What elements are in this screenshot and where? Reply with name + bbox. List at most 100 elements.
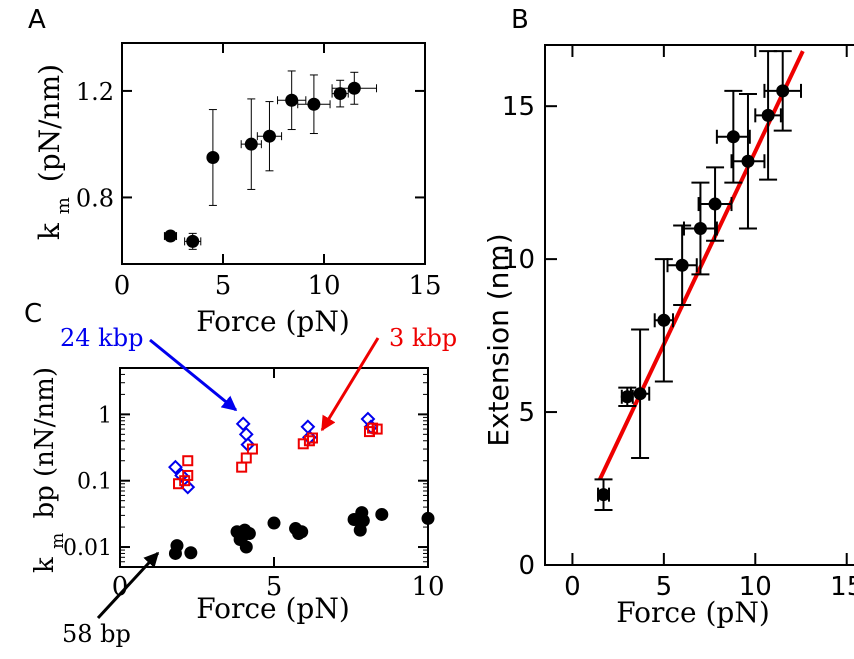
panel-a-point [186, 234, 200, 248]
panel-b-point [761, 108, 775, 122]
panel-c-point-3kbp [236, 461, 248, 473]
panel-c-ylabel: k m bp (nN/nm) [30, 367, 70, 573]
panel-b-point [597, 488, 611, 502]
panel-b-point [657, 313, 671, 327]
panel-b-xtick-label: 10 [739, 572, 772, 602]
svg-text:k m bp (nN/nm): k m bp (nN/nm) [30, 367, 70, 573]
panel-a-point [347, 81, 361, 95]
panel-c-ylabel-rest: bp (nN/nm) [30, 367, 60, 519]
panel-a-point [307, 97, 321, 111]
panel-a-points [163, 70, 378, 250]
panel-c-xlabel: Force (pN) [196, 592, 350, 625]
panel-a: 0 5 10 15 0.8 1.2 Force (pN) k m (pN/nm) [33, 42, 442, 338]
panel-c-point-24kbp [168, 459, 183, 475]
panel-c-xtick-label: 5 [266, 572, 283, 602]
panel-a-frame [121, 42, 426, 265]
panel-a-point [244, 137, 258, 151]
panel-b-point [776, 84, 790, 98]
panel-b: 0 5 10 15 0 5 10 15 Force (pN) Extension (nm) [482, 44, 854, 629]
panel-c-xtick-label: 0 [112, 572, 129, 602]
panel-c-point-24kbp [235, 416, 251, 432]
panel-b-xtick-label: 5 [656, 572, 673, 602]
panel-c-ytick-label: 0.01 [63, 536, 112, 561]
panel-c-point-58bp [421, 511, 435, 525]
panel-c-point-3kbp [240, 452, 252, 464]
panel-c-point-58bp [184, 546, 198, 560]
panel-c-ylabel-sub: m [48, 533, 68, 549]
panel-c-point-3kbp [182, 469, 194, 481]
panel-c-point-24kbp [300, 419, 316, 435]
panel-c-point-3kbp [363, 426, 375, 438]
panel-a-xtick-label: 10 [307, 271, 340, 301]
panel-c-point-3kbp [303, 435, 315, 447]
panel-b-point [726, 130, 740, 144]
panel-a-ylabel-rest: (pN/nm) [33, 64, 66, 182]
panel-c-point-3kbp [173, 478, 185, 490]
annotation-3kbp: 3 kbp [389, 324, 457, 352]
panel-c-point-24kbp [238, 426, 254, 442]
panel-c-point-24kbp [174, 468, 190, 483]
panel-c-point-3kbp [297, 438, 309, 450]
panel-c-ylabel-k: k [30, 557, 60, 573]
panel-c-point-58bp [267, 516, 281, 530]
panel-b-point [708, 197, 722, 211]
panel-b-ytick-label: 5 [518, 398, 535, 428]
panel-c-ticks: 0 5 10 0.01 0.1 1 [63, 367, 445, 602]
panel-b-xlabel: Force (pN) [616, 596, 770, 629]
panel-a-ticks: 0 5 10 15 0.8 1.2 [76, 43, 442, 301]
panel-a-point [285, 93, 299, 107]
panel-b-ytick-label: 10 [502, 245, 535, 275]
panel-label-a: A [28, 5, 46, 35]
panel-a-point [163, 229, 177, 243]
arrow-58bp [96, 551, 160, 620]
panel-a-xlabel: Force (pN) [196, 305, 350, 338]
panel-a-xtick-label: 15 [408, 271, 441, 301]
panel-b-ytick-label: 15 [502, 92, 535, 122]
annotation-58bp: 58 bp [62, 620, 131, 648]
panel-b-ytick-label: 0 [518, 551, 535, 581]
panel-c: 0 5 10 0.01 0.1 1 Force (pN) k m bp (nN/nm) 2… [30, 324, 457, 648]
panel-c-point-58bp [239, 540, 253, 554]
panel-c-frame [119, 367, 429, 568]
panel-b-point [693, 222, 707, 236]
panel-c-point-3kbp [246, 443, 258, 455]
panel-a-ytick-label: 1.2 [76, 78, 114, 106]
panel-a-point [333, 87, 347, 101]
panel-b-points [594, 50, 802, 511]
panel-a-ytick-label: 0.8 [76, 184, 114, 212]
panel-b-xtick-label: 15 [830, 572, 854, 602]
panel-a-ylabel: k m (pN/nm) [33, 64, 76, 240]
panel-a-point [206, 150, 220, 164]
panel-c-xtick-label: 10 [411, 572, 444, 602]
panel-a-xtick-label: 5 [215, 271, 232, 301]
panel-c-point-58bp [375, 507, 389, 521]
svg-text:k m (pN/nm): k m (pN/nm) [33, 64, 76, 240]
panel-b-point [633, 387, 647, 401]
panel-b-frame [544, 44, 854, 566]
arrow-24kbp [149, 338, 238, 412]
panel-c-ytick-label: 1 [98, 403, 112, 428]
panel-label-c: C [24, 299, 42, 329]
panel-c-ytick-label: 0.1 [77, 470, 112, 495]
panel-c-points [168, 411, 435, 560]
panel-a-ylabel-k: k [33, 222, 66, 240]
panel-label-b: B [511, 5, 529, 35]
panel-b-ticks: 0 5 10 15 0 5 10 15 [502, 45, 854, 602]
panel-a-xtick-label: 0 [114, 271, 131, 301]
panel-c-point-3kbp [307, 432, 318, 444]
panel-c-point-3kbp [182, 455, 194, 467]
panel-b-ylabel: Extension (nm) [482, 233, 515, 446]
panel-c-point-58bp [295, 525, 309, 539]
panel-b-xtick-label: 0 [564, 572, 581, 602]
panel-b-point [675, 258, 689, 272]
panel-b-point [741, 154, 755, 168]
panel-c-point-58bp [242, 526, 256, 540]
panel-c-point-3kbp [371, 423, 383, 435]
panel-a-ylabel-sub: m [53, 197, 74, 214]
annotation-24kbp: 24 kbp [60, 324, 143, 352]
panel-c-point-58bp [356, 514, 370, 528]
panel-a-point [262, 129, 276, 143]
arrow-3kbp [320, 337, 380, 432]
panel-c-point-58bp [170, 539, 184, 553]
